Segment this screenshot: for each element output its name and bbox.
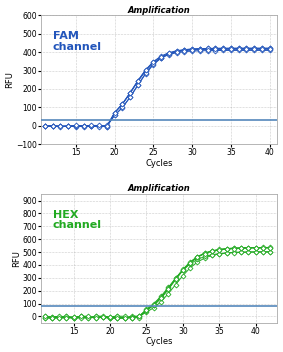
Y-axis label: RFU: RFU (12, 250, 21, 267)
X-axis label: Cycles: Cycles (145, 338, 173, 346)
Title: Amplification: Amplification (128, 6, 190, 14)
Text: FAM
channel: FAM channel (53, 31, 102, 52)
Title: Amplification: Amplification (128, 184, 190, 193)
Text: HEX
channel: HEX channel (53, 209, 102, 230)
Y-axis label: RFU: RFU (6, 71, 14, 88)
X-axis label: Cycles: Cycles (145, 159, 173, 168)
